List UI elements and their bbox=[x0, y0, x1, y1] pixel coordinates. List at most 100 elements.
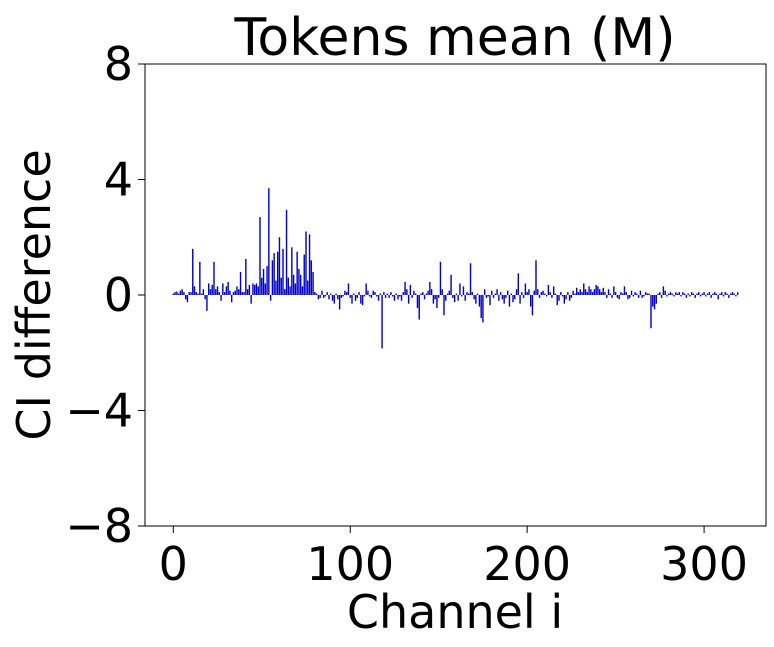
bar bbox=[391, 295, 394, 297]
bar bbox=[586, 292, 589, 295]
bar bbox=[625, 292, 627, 295]
bar bbox=[710, 295, 712, 298]
bar bbox=[335, 293, 337, 295]
bar bbox=[268, 188, 270, 295]
y-tick-label: −4 bbox=[65, 384, 133, 438]
bar bbox=[515, 289, 518, 295]
bar bbox=[393, 295, 396, 301]
bar bbox=[678, 292, 681, 295]
bar bbox=[680, 295, 682, 297]
bar bbox=[554, 293, 557, 295]
bar bbox=[508, 295, 511, 307]
bar bbox=[721, 292, 723, 295]
bar bbox=[409, 284, 412, 295]
bar bbox=[269, 295, 272, 301]
bar bbox=[671, 293, 673, 295]
bar bbox=[728, 295, 730, 298]
bar bbox=[731, 292, 734, 295]
bar bbox=[257, 286, 259, 295]
bar bbox=[570, 295, 573, 298]
bar bbox=[262, 269, 265, 295]
bar bbox=[703, 292, 705, 295]
bar bbox=[482, 295, 484, 323]
bar bbox=[363, 295, 366, 297]
bar bbox=[696, 293, 698, 295]
bar bbox=[630, 290, 633, 295]
bar bbox=[328, 295, 330, 300]
bar bbox=[232, 292, 235, 295]
bar bbox=[666, 295, 668, 297]
bar bbox=[673, 295, 675, 297]
bar bbox=[524, 283, 527, 295]
bar bbox=[278, 237, 281, 295]
bar bbox=[402, 292, 405, 295]
bar bbox=[675, 292, 677, 295]
bar bbox=[397, 295, 399, 300]
bar bbox=[614, 292, 617, 295]
bar bbox=[399, 295, 401, 297]
bar bbox=[255, 283, 258, 295]
bar bbox=[726, 293, 728, 295]
bar bbox=[560, 292, 562, 295]
bar bbox=[669, 292, 672, 295]
bar bbox=[241, 292, 244, 295]
bar bbox=[705, 295, 707, 297]
bar bbox=[432, 295, 435, 304]
bar bbox=[595, 284, 597, 295]
bar bbox=[646, 293, 649, 295]
bar bbox=[634, 292, 636, 295]
bar bbox=[429, 282, 431, 295]
bar bbox=[317, 295, 320, 300]
bar bbox=[197, 293, 199, 295]
bar bbox=[682, 292, 684, 295]
bar bbox=[639, 290, 642, 295]
bar bbox=[476, 293, 479, 295]
bar bbox=[489, 295, 491, 306]
bar bbox=[623, 286, 626, 295]
bar bbox=[708, 292, 711, 295]
bar bbox=[340, 295, 343, 298]
bar bbox=[492, 295, 495, 298]
bar bbox=[736, 292, 739, 295]
bar bbox=[190, 292, 192, 295]
bar bbox=[597, 286, 599, 295]
bar bbox=[598, 289, 601, 295]
bar bbox=[312, 271, 314, 295]
bar bbox=[655, 295, 658, 304]
bar bbox=[613, 286, 615, 295]
bar bbox=[181, 289, 183, 295]
bar bbox=[574, 293, 576, 295]
bar bbox=[683, 293, 686, 295]
bar bbox=[376, 295, 378, 297]
bar bbox=[361, 295, 364, 306]
bar bbox=[498, 295, 500, 301]
bar bbox=[450, 274, 452, 295]
bar bbox=[377, 295, 380, 301]
bar bbox=[174, 292, 176, 295]
bar bbox=[535, 260, 537, 295]
bar bbox=[275, 280, 277, 295]
bar bbox=[689, 295, 691, 297]
bar bbox=[223, 292, 226, 295]
bar bbox=[430, 289, 433, 295]
bar bbox=[685, 295, 688, 298]
bar bbox=[652, 295, 654, 307]
bar bbox=[220, 295, 222, 301]
bar bbox=[365, 283, 367, 295]
bar bbox=[512, 295, 514, 303]
bar bbox=[531, 295, 534, 316]
bar bbox=[418, 295, 420, 320]
bar bbox=[690, 292, 693, 295]
bar bbox=[439, 261, 442, 295]
bar bbox=[698, 292, 700, 295]
bar bbox=[558, 295, 560, 301]
x-axis: 0 100 200 300 bbox=[159, 526, 748, 591]
bar bbox=[591, 292, 594, 295]
bar bbox=[292, 274, 295, 295]
bar bbox=[528, 289, 530, 295]
x-tick-label: 300 bbox=[660, 537, 748, 591]
bar bbox=[414, 293, 417, 295]
bar bbox=[445, 295, 447, 301]
y-tick-label: 0 bbox=[104, 268, 133, 322]
bar bbox=[644, 292, 647, 295]
